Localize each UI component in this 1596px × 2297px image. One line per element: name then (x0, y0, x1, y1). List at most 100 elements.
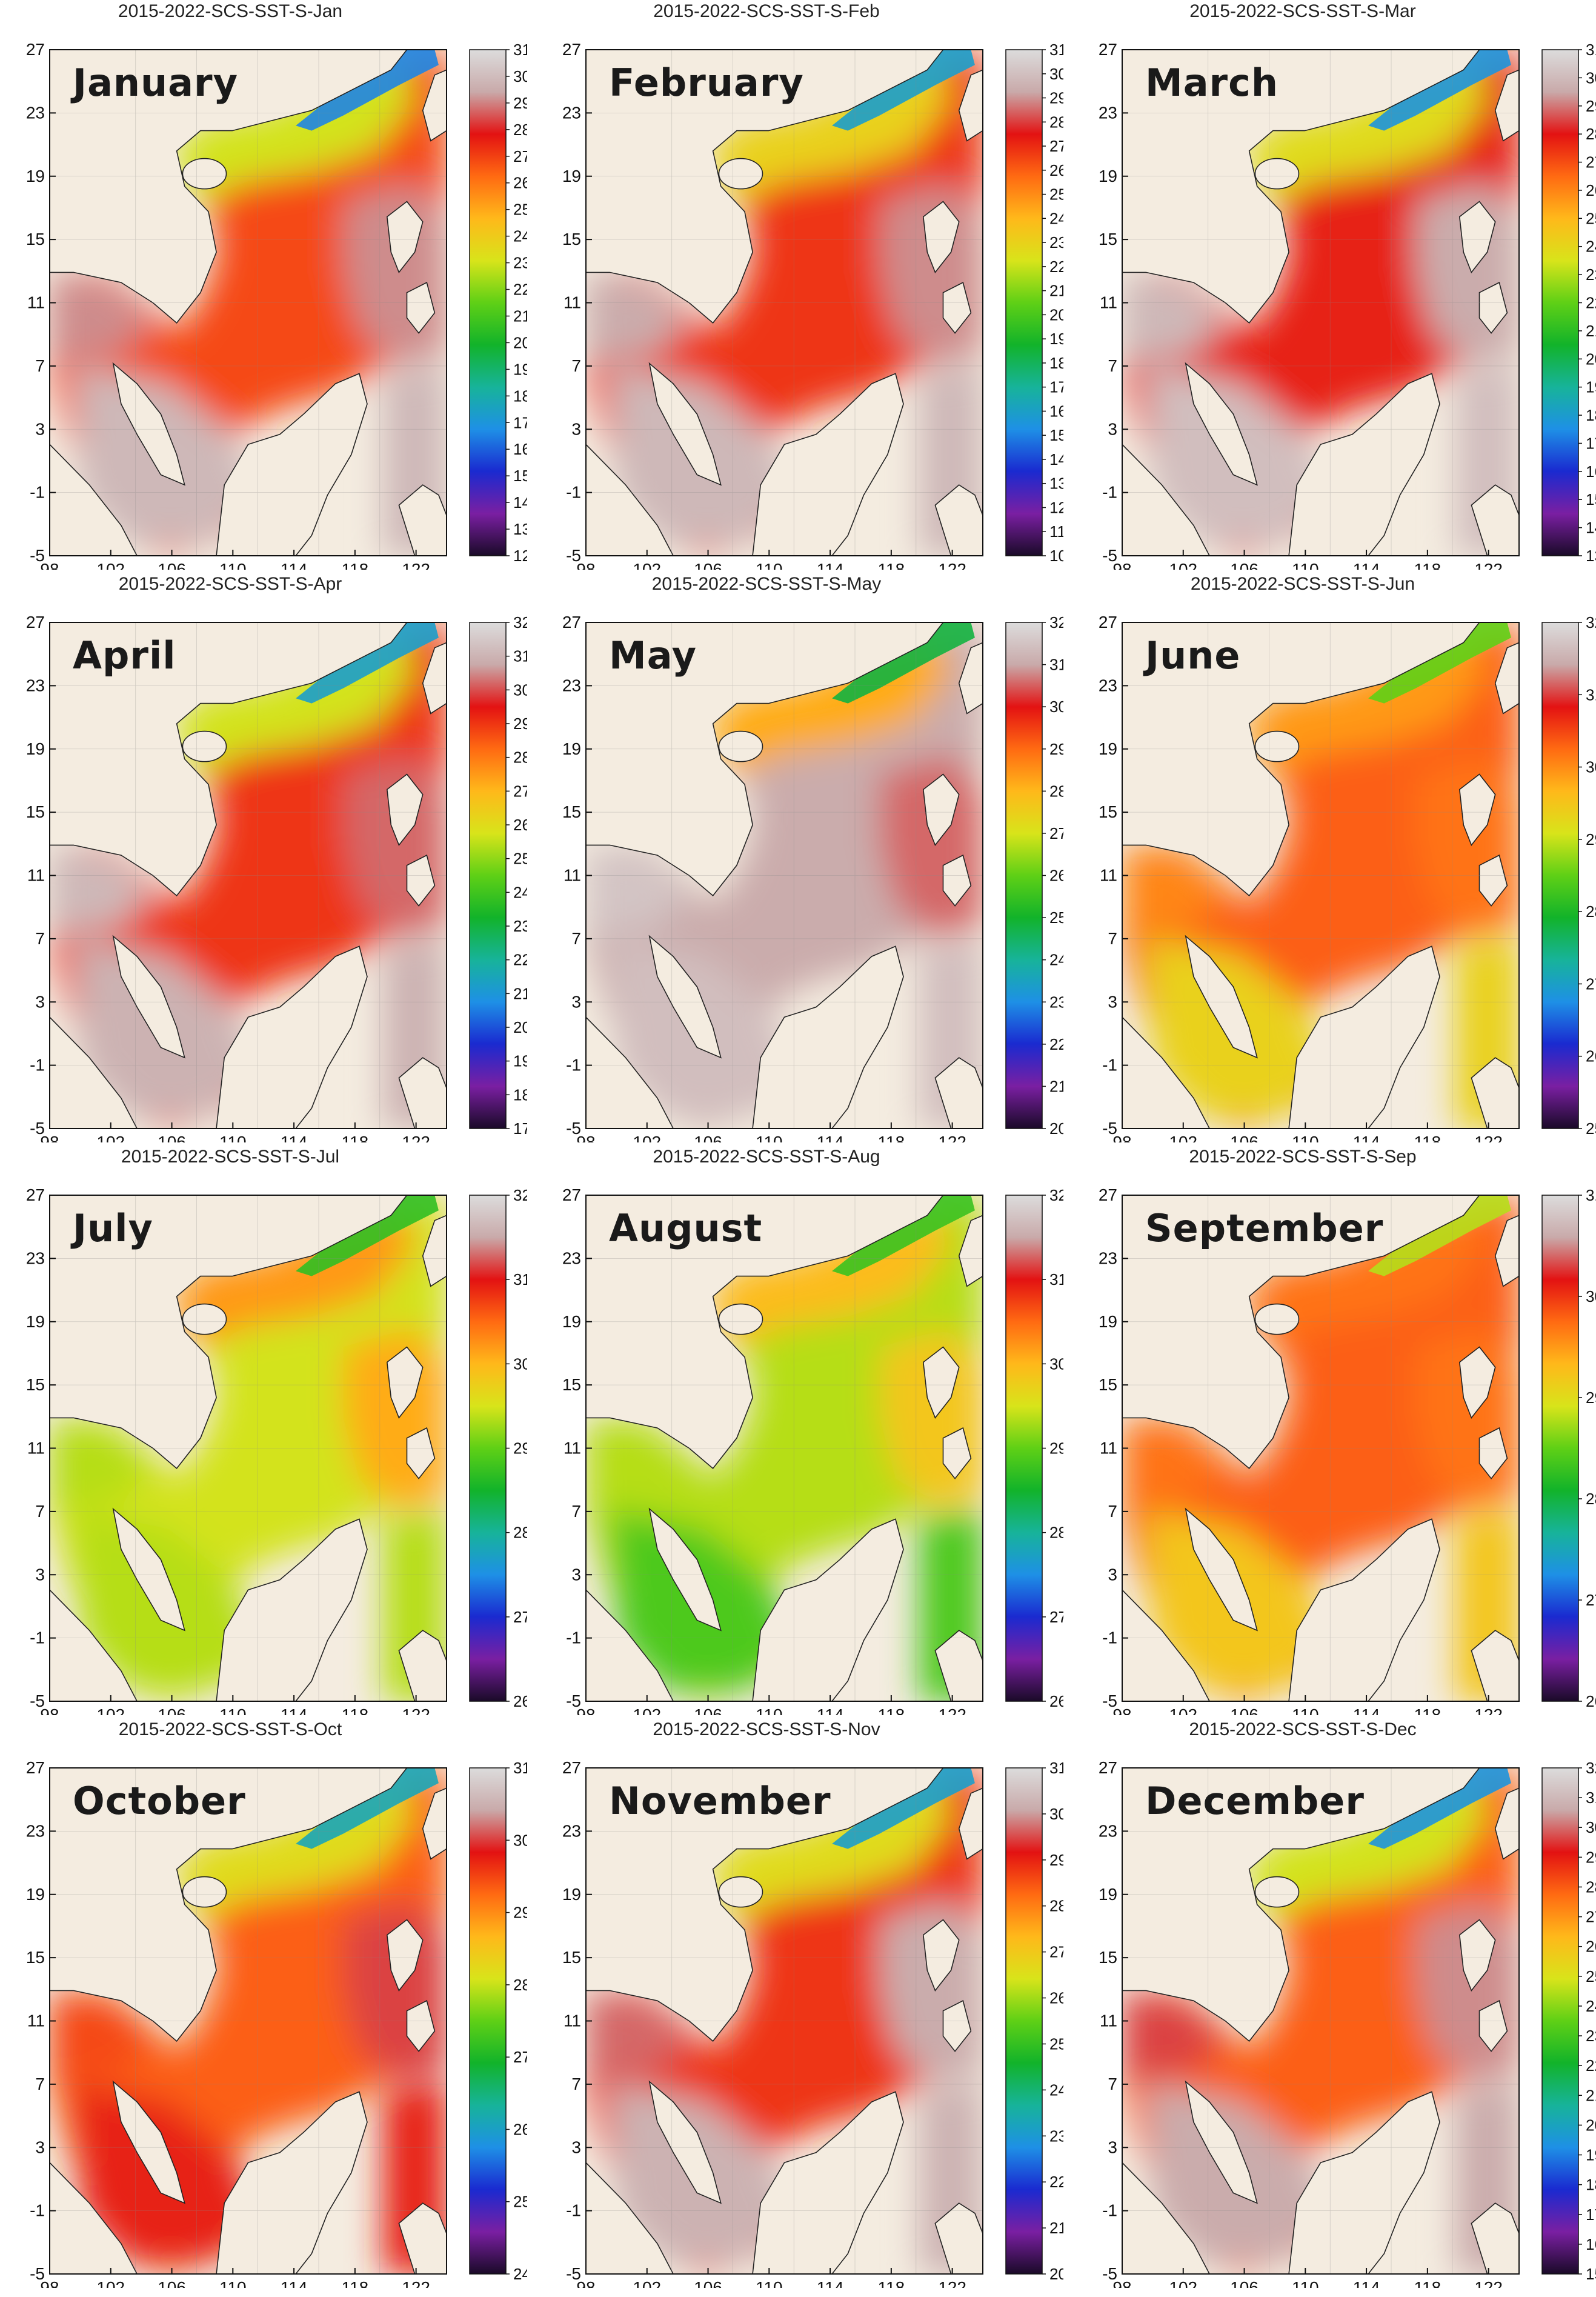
lon-tick-label: 114 (281, 2278, 308, 2288)
panel-title: 2015-2022-SCS-SST-S-Nov (653, 1719, 880, 1739)
sst-map-svg: 27 23 19 15 11 7 3 -1 -598 102 106 110 114 118 122 32 31… (1099, 613, 1596, 1142)
colorbar-tick-label: 31 (1586, 685, 1596, 704)
month-label: December (1145, 1779, 1365, 1823)
lon-tick-label: 122 (1474, 1133, 1503, 1142)
lat-tick-label: 7 (35, 356, 45, 375)
colorbar: 31 30 29 28 27 26 25 24 23 22 21 20 19 18 17 16 15 14 13 (1541, 41, 1596, 565)
colorbar-tick-label: 22 (513, 281, 527, 299)
colorbar-tick-label: 28 (1586, 125, 1596, 143)
lat-tick-label: -5 (30, 1692, 45, 1710)
coastlines (586, 1768, 983, 2274)
coastal-cold-strip (832, 50, 975, 131)
lat-tick-label: 7 (1108, 929, 1117, 948)
lat-tick-label: 11 (564, 1439, 581, 1458)
colorbar-tick-label: 26 (1049, 1692, 1063, 1710)
colorbar-tick-label: 14 (1049, 450, 1063, 468)
lon-tick-label: 102 (633, 1133, 661, 1142)
colorbar-tick-label: 29 (1586, 830, 1596, 848)
colorbar-tick-label: 26 (513, 2120, 527, 2138)
colorbar-tick-label: 17 (1586, 434, 1596, 452)
colorbar-tick-label: 20 (1586, 350, 1596, 368)
sst-map-svg: 27 23 19 15 11 7 3 -1 -598 102 106 110 114 118 122 31 30… (562, 40, 1063, 570)
lat-tick-label: 15 (562, 1375, 581, 1394)
lat-tick-label: -5 (566, 1692, 581, 1710)
lon-tick-label: 114 (1353, 1133, 1380, 1142)
lon-tick-label: 122 (938, 1705, 966, 1715)
sst-map-svg: 27 23 19 15 11 7 3 -1 -598 102 106 110 114 118 122 32 31… (562, 1185, 1063, 1715)
lat-tick-label: -1 (1102, 2201, 1117, 2220)
lon-tick-label: 118 (342, 1133, 369, 1142)
panel-title: 2015-2022-SCS-SST-S-Apr (118, 574, 342, 594)
lon-tick-label: 106 (1230, 1705, 1259, 1715)
map-area: 27 23 19 15 11 7 3 -1 -598 102 106 110 114 118 122 (562, 40, 983, 570)
colorbar-tick-label: 25 (513, 2193, 527, 2211)
lat-tick-label: -1 (30, 1629, 45, 1647)
lat-tick-label: 23 (1099, 1249, 1117, 1267)
map-area: 27 23 19 15 11 7 3 -1 -598 102 106 110 114 118 122 (1099, 40, 1520, 570)
colorbar-tick-label: 24 (1586, 1997, 1596, 2015)
lat-tick-label: 15 (1099, 230, 1117, 248)
colorbar-tick-label: 29 (1049, 740, 1063, 758)
lat-tick-label: 11 (1100, 1439, 1117, 1458)
colorbar-tick-label: 26 (1049, 1989, 1063, 2007)
lon-tick-label: 122 (402, 2278, 430, 2288)
colorbar: 31 30 29 28 27 26 25 24 (469, 1759, 527, 2283)
map-panel-march: 27 23 19 15 11 7 3 -1 -598 102 106 110 114 118 122 31 30… (1072, 0, 1596, 570)
colorbar-tick-label: 17 (1586, 2205, 1596, 2224)
colorbar-tick-label: 18 (513, 387, 527, 405)
map-area: 27 23 19 15 11 7 3 -1 -598 102 106 110 114 118 122 (562, 1758, 983, 2288)
gridlines (586, 1768, 983, 2274)
lon-tick-label: 114 (281, 1133, 308, 1142)
lat-tick-label: 7 (571, 929, 581, 948)
lat-tick-label: 19 (1099, 1885, 1117, 1904)
month-label: November (609, 1779, 831, 1823)
colorbar-tick-label: 15 (513, 467, 527, 485)
lat-tick-label: -5 (566, 2264, 581, 2283)
map-panel-february: 27 23 19 15 11 7 3 -1 -5 98 102 106 110 114 118 122 31 30… (536, 0, 1063, 570)
lon-tick-label: 106 (1230, 1133, 1259, 1142)
colorbar-tick-label: 29 (513, 1904, 527, 1922)
lon-tick-label: 122 (1474, 560, 1503, 570)
lat-tick-label: 3 (35, 419, 45, 438)
colorbar-tick-label: 23 (513, 917, 527, 935)
gridlines (1122, 622, 1519, 1128)
coastlines (50, 50, 447, 556)
colorbar-tick-label: 31 (1049, 1759, 1063, 1777)
lat-tick-label: -5 (1102, 1692, 1117, 1710)
coastlines (50, 622, 447, 1128)
coastlines (1122, 622, 1519, 1128)
lon-tick-label: 110 (756, 2278, 783, 2288)
colorbar-tick-label: 32 (1586, 613, 1596, 632)
colorbar-tick-label: 25 (1049, 185, 1063, 204)
map-area: 27 23 19 15 11 7 3 -1 -598 102 106 110 114 118 122 (26, 1758, 447, 2288)
colorbar-tick-label: 12 (513, 547, 527, 565)
colorbar-tick-label: 23 (1586, 265, 1596, 284)
colorbar-tick-label: 26 (1586, 1047, 1596, 1065)
colorbar-tick-label: 13 (1586, 547, 1596, 565)
lon-tick-label: 98 (1112, 560, 1131, 570)
colorbar: 32 31 30 29 28 27 26 25 24 23 22 21 20 (1005, 613, 1063, 1138)
lat-tick-label: 11 (564, 293, 581, 312)
lon-tick-label: 118 (1414, 1705, 1441, 1715)
colorbar-tick-label: 28 (1586, 902, 1596, 921)
panel-title: 2015-2022-SCS-SST-S-Oct (118, 1719, 342, 1739)
colorbar-tick-label: 25 (513, 850, 527, 868)
lon-tick-label: 98 (576, 2278, 595, 2288)
lon-tick-label: 118 (878, 1133, 905, 1142)
colorbar-tick-label: 25 (1586, 209, 1596, 227)
lat-tick-label: 11 (27, 2012, 45, 2030)
lon-tick-label: 114 (1353, 2278, 1380, 2288)
lon-tick-label: 110 (219, 1133, 247, 1142)
colorbar: 32 31 30 29 28 27 26 (1005, 1186, 1063, 1710)
lon-tick-label: 98 (576, 1705, 595, 1715)
lat-tick-label: 27 (562, 40, 581, 59)
lon-tick-label: 114 (817, 560, 844, 570)
colorbar: 31 30 29 28 27 26 (1541, 1186, 1596, 1710)
month-label: July (73, 1206, 153, 1250)
colorbar-tick-label: 30 (1049, 698, 1063, 716)
lon-tick-label: 110 (219, 2278, 247, 2288)
month-label: January (73, 61, 239, 105)
colorbar-tick-label: 30 (1049, 1355, 1063, 1373)
lon-tick-label: 118 (878, 560, 905, 570)
map-panel-july: 27 23 19 15 11 7 3 -1 -5 98 102 106 110 114 118 122 32 31… (0, 1145, 527, 1715)
